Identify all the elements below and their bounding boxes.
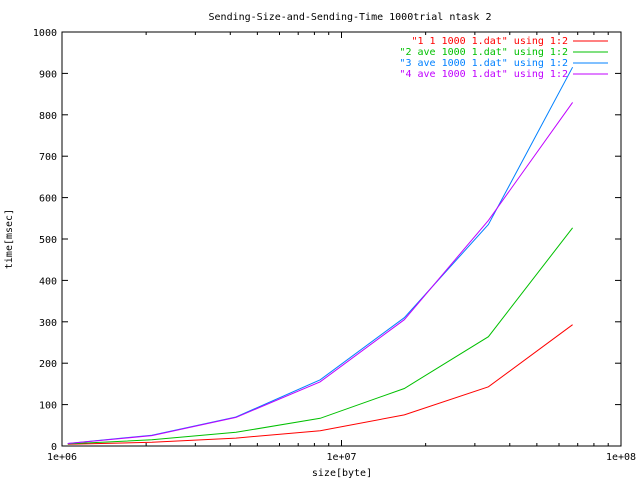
series-layer	[67, 66, 574, 445]
series-line-3	[67, 66, 574, 444]
y-tick-label: 300	[39, 318, 57, 329]
y-axis-label: time[msec]	[4, 209, 15, 269]
legend-label: "1 1 1000 1.dat" using 1:2	[411, 36, 568, 47]
y-tick-label: 500	[39, 235, 57, 246]
series-line-2	[67, 227, 573, 445]
plot-area	[61, 31, 622, 447]
y-tick-label: 800	[39, 111, 57, 122]
x-tick-label: 1e+07	[326, 452, 356, 463]
y-tick-label: 600	[39, 194, 57, 205]
y-tick-label: 200	[39, 359, 57, 370]
series-line-1	[67, 324, 573, 445]
legend: "1 1 1000 1.dat" using 1:2"2 ave 1000 1.…	[399, 36, 608, 80]
x-tick-label: 1e+08	[606, 452, 636, 463]
y-tick-label: 100	[39, 401, 57, 412]
x-tick-label: 1e+06	[47, 452, 77, 463]
axes: 0 100 200 300 400 500 600 700 800 900 1000 1e+06 1e+…	[33, 28, 636, 463]
legend-label: "3 ave 1000 1.dat" using 1:2	[399, 58, 568, 69]
series-line-4	[67, 102, 574, 444]
y-tick-label: 400	[39, 276, 57, 287]
legend-label: "4 ave 1000 1.dat" using 1:2	[399, 69, 568, 80]
x-axis-label: size[byte]	[312, 468, 372, 479]
y-tick-label: 0	[51, 442, 57, 453]
chart-title: Sending-Size-and-Sending-Time 1000trial …	[209, 12, 492, 23]
y-tick-label: 1000	[33, 28, 57, 39]
legend-label: "2 ave 1000 1.dat" using 1:2	[399, 47, 568, 58]
y-tick-label: 900	[39, 69, 57, 80]
y-tick-label: 700	[39, 152, 57, 163]
